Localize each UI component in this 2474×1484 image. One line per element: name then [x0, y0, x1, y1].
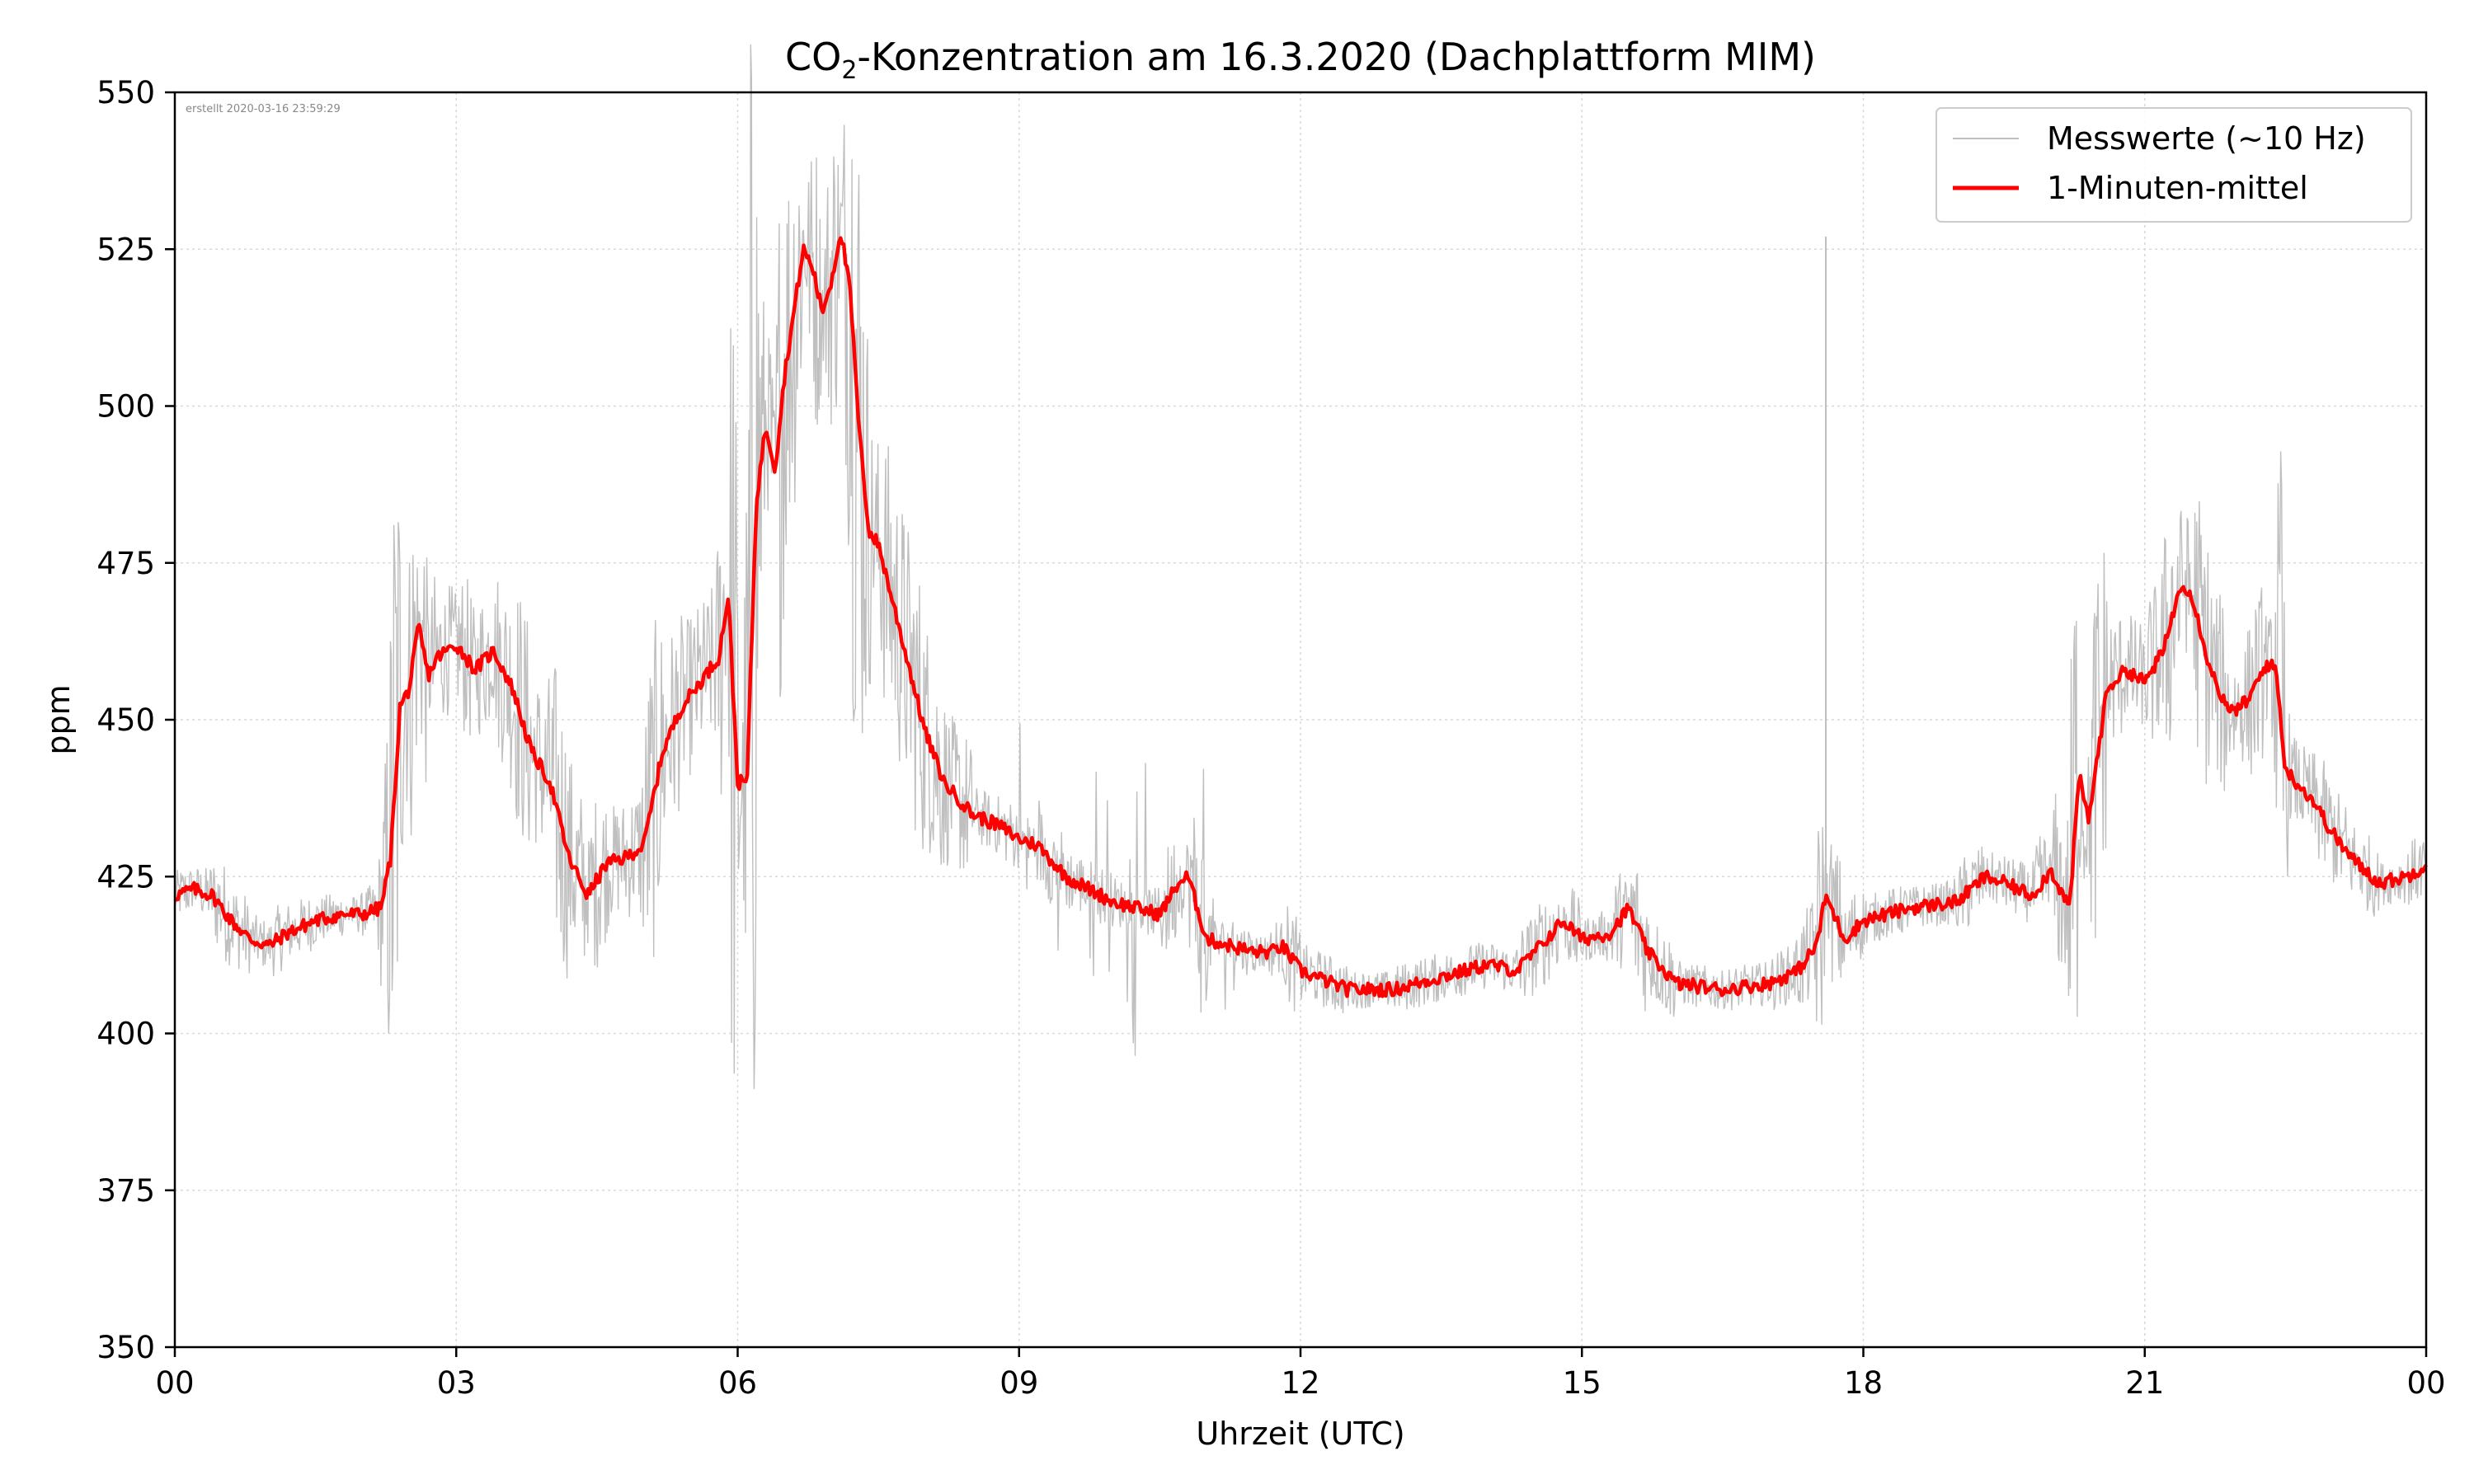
y-tick-label-4: 450	[96, 702, 155, 738]
legend-raw-label: Messwerte (~10 Hz)	[2047, 120, 2366, 157]
x-tick-label-4: 12	[1281, 1365, 1319, 1401]
x-tick-label-0: 00	[155, 1365, 194, 1401]
x-tick-label-3: 09	[999, 1365, 1038, 1401]
y-axis-label: ppm	[40, 684, 77, 754]
x-tick-label-7: 21	[2125, 1365, 2164, 1401]
one-minute-mean-line	[173, 236, 2428, 998]
x-tick-label-5: 15	[1563, 1365, 1602, 1401]
y-tick-label-3: 425	[96, 859, 155, 895]
x-tick-label-2: 06	[718, 1365, 757, 1401]
y-tick-label-8: 550	[96, 75, 155, 110]
y-tick-label-2: 400	[96, 1017, 155, 1052]
y-tick-label-5: 475	[96, 546, 155, 581]
chart-title: CO2-Konzentration am 16.3.2020 (Dachplat…	[785, 35, 1816, 85]
y-tick-label-6: 500	[96, 389, 155, 425]
legend-mean-label: 1-Minuten-mittel	[2047, 170, 2308, 206]
y-tick-label-1: 375	[96, 1173, 155, 1209]
created-timestamp: erstellt 2020-03-16 23:59:29	[186, 103, 341, 115]
one-minute-mean-series	[173, 230, 2428, 998]
x-axis-ticks: 00 03 06 09 12 15 18 21 00	[155, 1347, 2446, 1401]
y-axis-ticks: 350 375 400 425 450 475 500 525 550	[96, 75, 175, 1365]
legend: Messwerte (~10 Hz) 1-Minuten-mittel	[1935, 107, 2412, 223]
x-tick-label-6: 18	[1844, 1365, 1883, 1401]
legend-box	[1935, 107, 2412, 223]
x-tick-label-8: 00	[2406, 1365, 2445, 1401]
y-tick-label-0: 350	[96, 1330, 155, 1365]
y-tick-label-7: 525	[96, 232, 155, 267]
x-axis-label: Uhrzeit (UTC)	[1196, 1416, 1404, 1452]
x-tick-label-1: 03	[437, 1365, 476, 1401]
